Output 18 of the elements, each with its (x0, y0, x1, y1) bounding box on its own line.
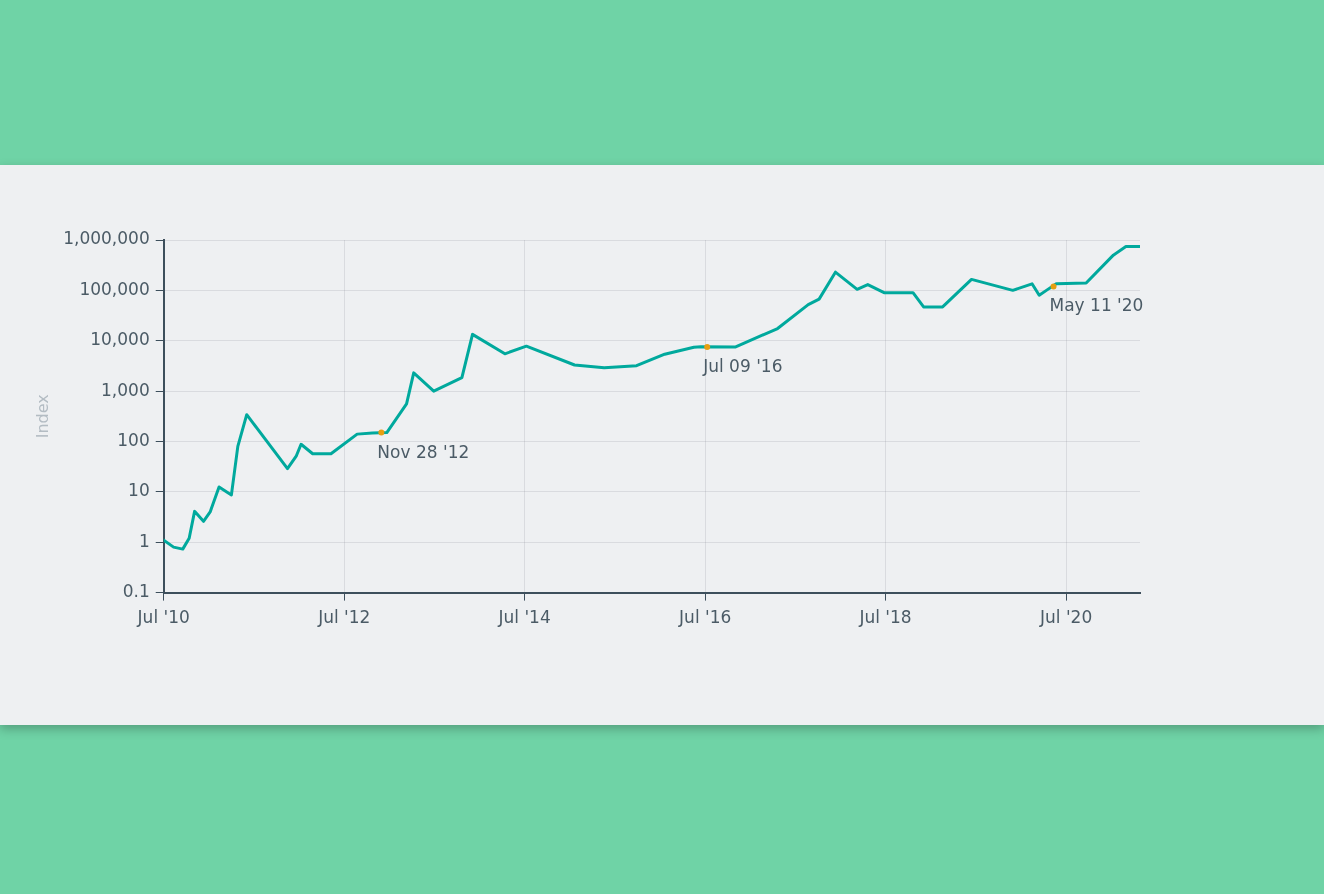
y-tick-label: 1,000 (101, 379, 150, 400)
x-tick-label: Jul '16 (678, 607, 732, 628)
x-tick-label: Jul '18 (858, 607, 912, 628)
y-tick-label: 10 (128, 480, 150, 501)
annotation: May 11 '20 (1049, 295, 1144, 316)
y-axis-title: Index (32, 394, 52, 439)
y-tick-label: 10,000 (90, 329, 150, 350)
x-tick-label: Jul '12 (317, 607, 371, 628)
x-tick-label: Jul '10 (136, 607, 190, 628)
y-tick-label: 100,000 (79, 278, 150, 299)
annotation: Nov 28 '12 (377, 441, 470, 462)
x-tick-label: Jul '14 (497, 607, 551, 628)
y-tick-label: 0.1 (122, 581, 150, 602)
y-tick-label: 1 (138, 530, 150, 551)
annotation: Jul 09 '16 (702, 355, 783, 376)
x-tick-label: Jul '20 (1039, 607, 1093, 628)
y-tick-label: 1,000,000 (63, 228, 150, 249)
y-tick-label: 100 (117, 429, 150, 450)
